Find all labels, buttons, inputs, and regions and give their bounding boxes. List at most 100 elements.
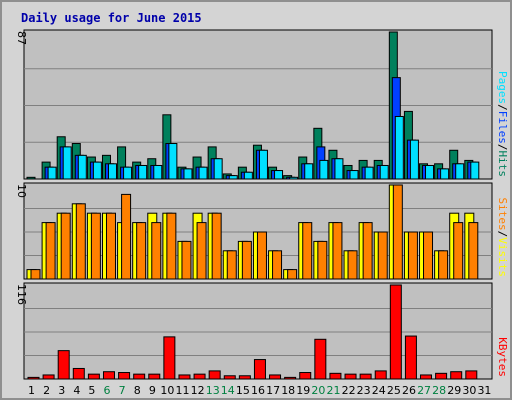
bar-sites-day-13 xyxy=(211,212,222,280)
bar-pages-day-26 xyxy=(409,139,419,180)
y-max-label: 87 xyxy=(15,31,28,45)
x-tick-label-day-9: 9 xyxy=(149,384,156,397)
y-max-label: 116 xyxy=(15,284,28,305)
bar-sites-day-25 xyxy=(392,184,403,280)
bar-kbytes-day-29 xyxy=(450,371,463,380)
bar-sites-day-30 xyxy=(468,222,479,280)
x-tick-label-day-22: 22 xyxy=(342,384,356,397)
bar-sites-day-14 xyxy=(226,250,237,280)
bar-kbytes-day-30 xyxy=(465,370,478,380)
x-tick-label-day-7: 7 xyxy=(119,384,126,397)
x-tick-label-day-23: 23 xyxy=(357,384,371,397)
bar-pages-day-14 xyxy=(228,175,238,180)
bar-kbytes-day-26 xyxy=(404,335,417,380)
bar-kbytes-day-22 xyxy=(344,373,357,380)
legend-item-kbytes: KBytes xyxy=(496,337,509,377)
x-tick-label-day-21: 21 xyxy=(326,384,340,397)
x-tick-label-day-8: 8 xyxy=(134,384,141,397)
legend-separator: / xyxy=(496,231,509,238)
x-tick-label-day-5: 5 xyxy=(88,384,95,397)
x-tick-label-day-20: 20 xyxy=(311,384,325,397)
bar-pages-day-24 xyxy=(379,164,389,180)
bar-pages-day-7 xyxy=(123,166,133,180)
bar-sites-day-18 xyxy=(287,269,298,280)
x-tick-label-day-15: 15 xyxy=(236,384,250,397)
bar-kbytes-day-18 xyxy=(284,376,297,380)
x-tick-label-day-31: 31 xyxy=(477,384,491,397)
x-tick-label-day-16: 16 xyxy=(251,384,265,397)
bar-kbytes-day-1 xyxy=(27,376,40,380)
bar-pages-day-30 xyxy=(470,161,480,180)
bar-pages-day-8 xyxy=(138,164,148,180)
bar-sites-day-8 xyxy=(136,222,147,280)
bar-pages-day-17 xyxy=(274,170,284,180)
x-tick-label-day-29: 29 xyxy=(447,384,461,397)
bar-kbytes-day-16 xyxy=(253,359,266,380)
x-tick-label-day-3: 3 xyxy=(58,384,65,397)
bar-sites-day-17 xyxy=(272,250,283,280)
bar-kbytes-day-21 xyxy=(329,372,342,380)
bar-sites-day-2 xyxy=(45,222,56,280)
bar-sites-day-15 xyxy=(241,240,252,280)
x-tick-label-day-18: 18 xyxy=(281,384,295,397)
legend-visits_sites: Sites/Visits xyxy=(496,198,509,278)
bar-kbytes-day-11 xyxy=(178,374,191,380)
bar-kbytes-day-2 xyxy=(42,374,55,380)
bar-sites-day-23 xyxy=(362,222,373,280)
bar-kbytes-day-5 xyxy=(87,373,100,380)
bar-pages-day-5 xyxy=(92,161,102,180)
bar-pages-day-22 xyxy=(349,170,359,180)
x-tick-label-day-26: 26 xyxy=(402,384,416,397)
x-tick-label-day-30: 30 xyxy=(462,384,476,397)
bar-kbytes-day-15 xyxy=(238,375,251,380)
bar-sites-day-6 xyxy=(105,212,116,280)
legend-item-hits: Hits xyxy=(496,151,509,178)
bar-pages-day-20 xyxy=(319,159,329,180)
bar-pages-day-9 xyxy=(153,164,163,180)
bar-pages-day-29 xyxy=(455,163,465,180)
x-tick-label-day-19: 19 xyxy=(296,384,310,397)
bar-sites-day-5 xyxy=(90,212,101,280)
bar-pages-day-18 xyxy=(289,176,299,180)
x-tick-label-day-13: 13 xyxy=(206,384,220,397)
bar-kbytes-day-27 xyxy=(420,374,433,380)
x-tick-label-day-4: 4 xyxy=(73,384,80,397)
bar-kbytes-day-6 xyxy=(102,371,115,380)
panel-visits_sites: 10 Sites/Visits xyxy=(15,182,509,280)
bar-pages-day-21 xyxy=(334,158,344,180)
bar-sites-day-22 xyxy=(347,250,358,280)
legend-item-visits: Visits xyxy=(496,237,509,277)
legend-hits_files_pages: Pages/Files/Hits xyxy=(496,71,509,177)
bar-hits-day-1 xyxy=(26,176,36,180)
bar-kbytes-day-28 xyxy=(435,372,448,380)
legend-separator: / xyxy=(496,104,509,111)
bar-pages-day-13 xyxy=(213,158,223,180)
x-tick-label-day-1: 1 xyxy=(28,384,35,397)
bar-kbytes-day-13 xyxy=(208,370,221,380)
bar-sites-day-19 xyxy=(302,222,313,280)
x-tick-label-day-11: 11 xyxy=(176,384,190,397)
bar-sites-day-26 xyxy=(407,231,418,280)
bar-kbytes-day-4 xyxy=(72,367,85,380)
bar-kbytes-day-10 xyxy=(163,336,176,380)
legend-kbytes: KBytes xyxy=(496,337,509,377)
bar-kbytes-day-14 xyxy=(223,375,236,380)
bar-kbytes-day-23 xyxy=(359,373,372,380)
bar-sites-day-28 xyxy=(438,250,449,280)
bar-pages-day-2 xyxy=(47,166,57,180)
bar-kbytes-day-9 xyxy=(148,373,161,380)
bar-pages-day-12 xyxy=(198,166,208,180)
bar-pages-day-25 xyxy=(394,115,404,180)
bar-pages-day-6 xyxy=(107,163,117,180)
bar-pages-day-27 xyxy=(425,164,435,180)
y-max-label: 10 xyxy=(15,184,28,198)
bar-kbytes-day-7 xyxy=(118,372,131,380)
legend-item-sites: Sites xyxy=(496,198,509,231)
bar-sites-day-24 xyxy=(377,231,388,280)
bar-kbytes-day-17 xyxy=(269,374,282,380)
bar-pages-day-19 xyxy=(304,163,314,180)
bar-pages-day-15 xyxy=(243,171,253,180)
bar-sites-day-29 xyxy=(453,222,464,280)
